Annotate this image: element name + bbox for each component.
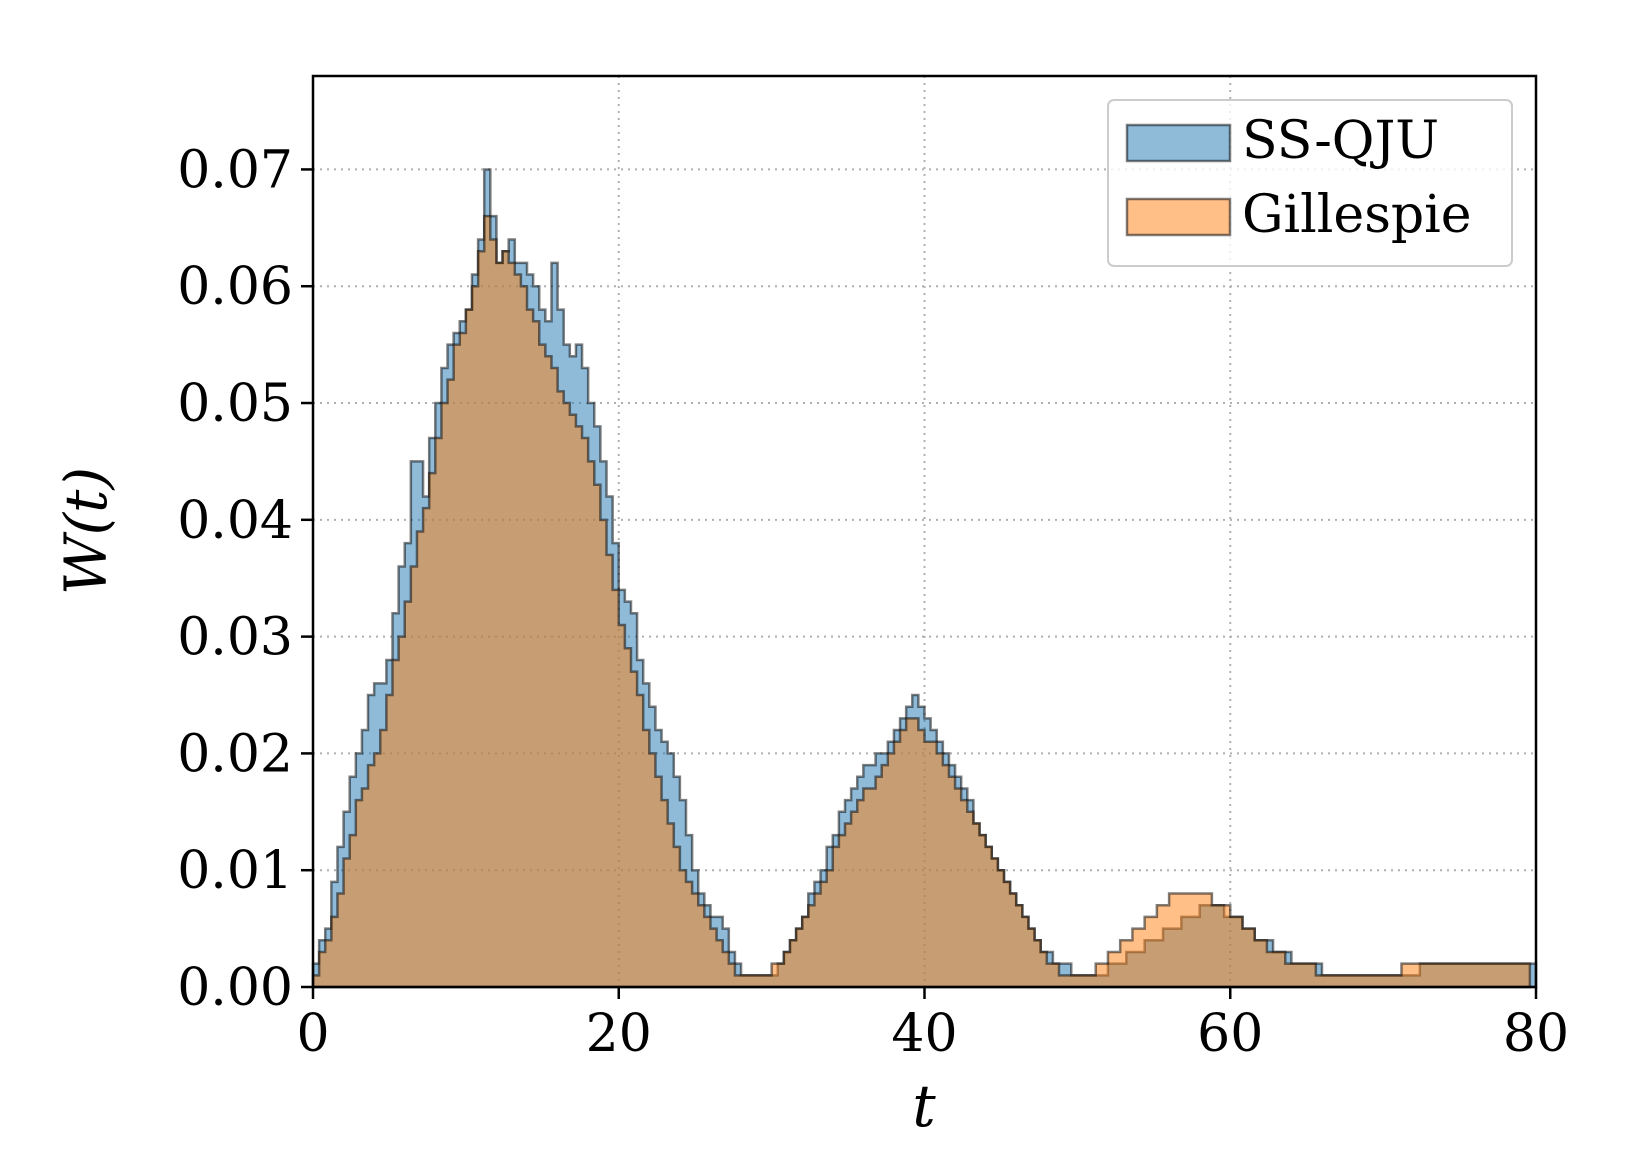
x-tick-label: 20	[586, 1004, 652, 1064]
legend-swatch-gillespie	[1125, 197, 1232, 237]
y-axis-ticks: 0.00 0.01 0.02 0.03 0.04 0.05 0.06 0.07	[177, 140, 313, 1018]
x-tick-label: 60	[1197, 1004, 1263, 1064]
legend: SS-QJU Gillespie	[1107, 99, 1513, 267]
y-tick-label: 0.06	[177, 257, 293, 317]
histogram-series-area	[311, 214, 1532, 989]
y-tick-label: 0.00	[177, 958, 293, 1018]
y-tick-label: 0.03	[177, 608, 293, 668]
x-axis-ticks: 0 20 40 60 80	[296, 987, 1569, 1064]
x-tick-label: 40	[891, 1004, 957, 1064]
y-tick-label: 0.01	[177, 841, 293, 901]
y-tick-label: 0.02	[177, 724, 293, 784]
series-gillespie	[311, 214, 1532, 989]
histogram-bars	[311, 168, 1538, 989]
y-tick-label: 0.07	[177, 140, 293, 200]
y-tick-label: 0.05	[177, 374, 293, 434]
y-axis-label: W(t)	[52, 467, 120, 595]
legend-label-ss-qju: SS-QJU	[1242, 111, 1439, 171]
y-tick-label: 0.04	[177, 491, 293, 551]
x-tick-label: 0	[296, 1004, 329, 1064]
legend-swatch-ss-qju	[1125, 123, 1232, 163]
legend-label-gillespie: Gillespie	[1242, 185, 1472, 245]
x-tick-label: 80	[1503, 1004, 1569, 1064]
x-axis-label: t	[912, 1072, 936, 1140]
